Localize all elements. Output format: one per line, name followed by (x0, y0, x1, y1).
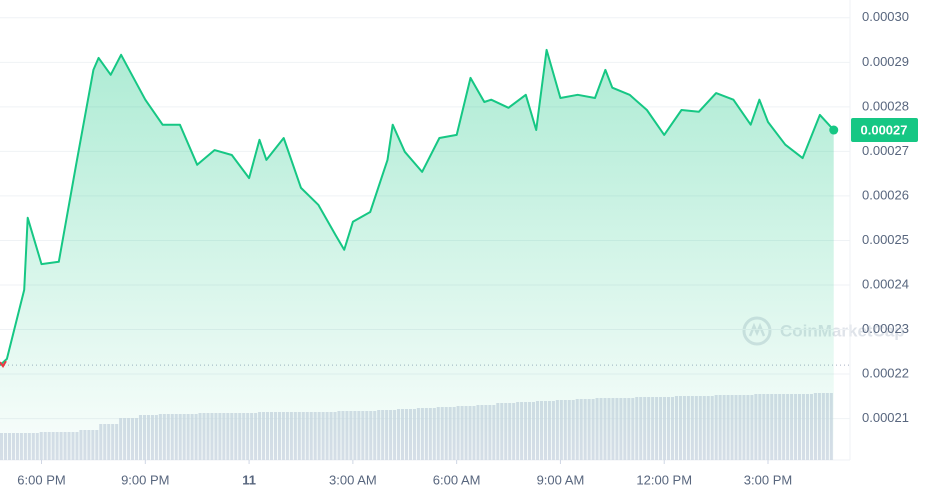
y-tick-label: 0.00030 (862, 9, 909, 24)
x-tick-label: 9:00 AM (537, 472, 585, 487)
current-price-box (851, 118, 918, 143)
y-tick-label: 0.00029 (862, 54, 909, 69)
x-tick-label: 12:00 PM (636, 472, 692, 487)
y-tick-label: 0.00025 (862, 232, 909, 247)
start-marker (0, 360, 7, 368)
x-tick-label: 3:00 PM (744, 472, 792, 487)
y-tick-label: 0.00028 (862, 98, 909, 113)
x-tick-label: 6:00 AM (433, 472, 481, 487)
y-tick-label: 0.00027 (862, 143, 909, 158)
current-price-label: 0.00027 (861, 122, 908, 137)
y-tick-label: 0.00023 (862, 321, 909, 336)
x-tick-label: 3:00 AM (329, 472, 377, 487)
y-tick-label: 0.00026 (862, 187, 909, 202)
y-tick-label: 0.00022 (862, 365, 909, 380)
x-tick-label: 9:00 PM (121, 472, 169, 487)
x-tick-label: 11 (242, 472, 256, 487)
current-point (829, 125, 839, 135)
y-tick-label: 0.00024 (862, 276, 909, 291)
price-line (0, 48, 835, 366)
y-tick-label: 0.00021 (862, 410, 909, 425)
price-area (0, 49, 834, 461)
x-tick-label: 6:00 PM (17, 472, 65, 487)
